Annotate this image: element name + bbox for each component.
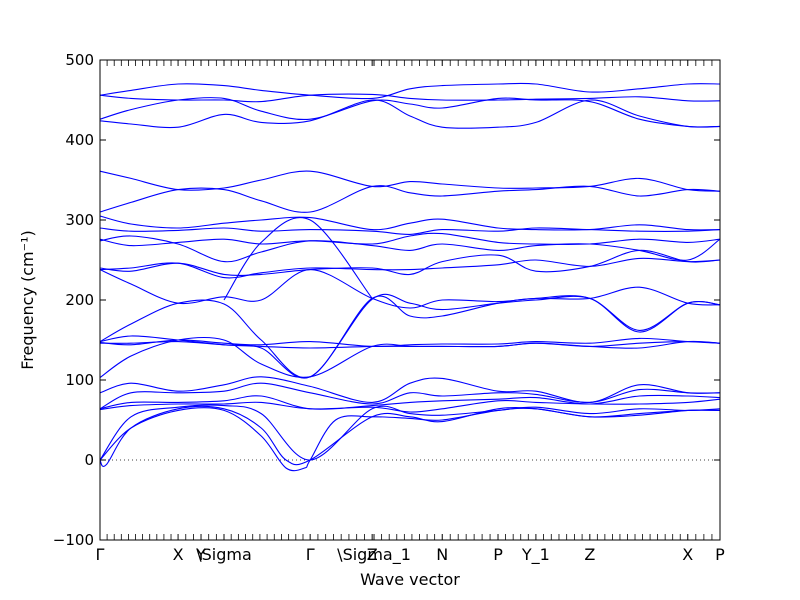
band-line <box>99 215 721 231</box>
x-tick-label: Z <box>584 545 595 564</box>
band-line <box>99 337 721 348</box>
band-line <box>99 269 721 309</box>
band-line <box>99 394 721 410</box>
y-tick-label: 0 <box>84 451 94 469</box>
x-tick-label: Y <box>195 545 206 564</box>
band-line <box>99 257 721 279</box>
y-tick-label: −100 <box>53 531 94 549</box>
band-line <box>99 405 721 467</box>
x-tick-label: \Sigma_1 <box>337 545 411 565</box>
band-line <box>99 398 721 413</box>
band-line <box>99 82 721 100</box>
band-line <box>99 227 721 235</box>
y-tick-label: 100 <box>65 371 94 389</box>
y-tick-label: 400 <box>65 131 94 149</box>
x-tick-label: Z <box>367 545 378 564</box>
band-line <box>99 97 721 128</box>
band-line <box>99 382 721 410</box>
band-line <box>99 185 721 213</box>
band-line <box>99 235 721 263</box>
x-axis-label: Wave vector <box>360 570 460 589</box>
y-axis-ticks: −100 0 100 200 300 400 500 <box>53 51 720 549</box>
y-axis-label: Frequency (cm⁻¹) <box>18 230 37 369</box>
x-tick-label: Γ <box>96 545 105 564</box>
band-line <box>99 336 721 379</box>
x-tick-label: X <box>682 545 693 564</box>
series-group <box>99 82 721 472</box>
band-line <box>99 249 721 276</box>
y-tick-label: 300 <box>65 211 94 229</box>
x-tick-label: P <box>715 545 725 564</box>
x-tick-label: \Sigma <box>196 545 252 564</box>
band-line <box>223 216 373 301</box>
x-tick-label: P <box>493 545 503 564</box>
plot-frame <box>99 59 721 541</box>
x-tick-label: X <box>173 545 184 564</box>
band-line <box>99 293 721 379</box>
x-tick-label: Y_1 <box>521 545 550 565</box>
x-tick-label: Γ <box>306 545 315 564</box>
band-line <box>99 295 721 379</box>
x-axis-ticks: Γ X Y\Sigma Γ Z\Sigma_1 N P Y_1 Z X P <box>96 60 725 565</box>
y-tick-label: 500 <box>65 51 94 69</box>
band-line <box>99 170 721 192</box>
band-line <box>99 404 721 461</box>
band-line <box>99 232 721 247</box>
band-line <box>99 376 721 403</box>
band-line <box>99 407 721 472</box>
x-tick-label: N <box>436 545 448 564</box>
band-line <box>99 93 721 103</box>
y-tick-label: 200 <box>65 291 94 309</box>
band-line <box>99 99 721 129</box>
